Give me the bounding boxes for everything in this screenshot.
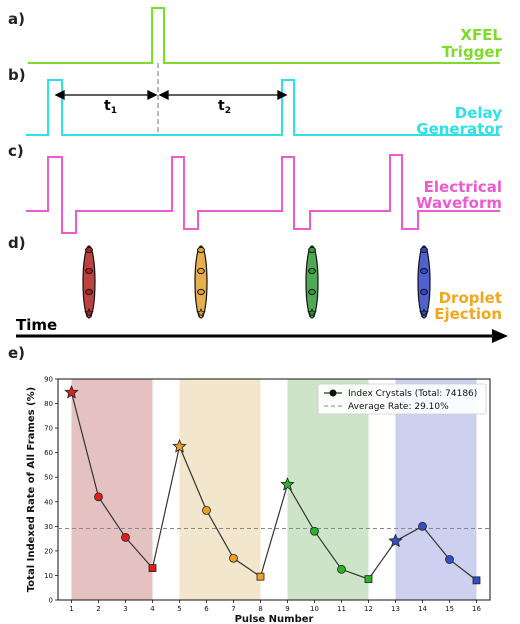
x-tick-label: 11 (337, 605, 346, 613)
xfel-label-line2: Trigger (442, 43, 503, 61)
data-point (94, 492, 103, 502)
band-4 (395, 379, 477, 600)
t1-arrow (54, 89, 158, 101)
electrical-label-line2: Waveform (416, 194, 502, 212)
droplet-group (82, 245, 431, 319)
t2-label: t2 (218, 98, 231, 116)
data-point (229, 553, 238, 563)
delay-label-line1: Delay (455, 104, 502, 122)
plot-frame (57, 378, 491, 601)
series-line (70, 392, 477, 581)
data-point (256, 572, 265, 581)
y-tick-label: 90 (44, 376, 53, 384)
t2-arrow (158, 89, 288, 101)
data-point (310, 526, 319, 536)
data-point (172, 438, 187, 453)
droplet-3 (305, 245, 319, 319)
time-arrow (16, 329, 508, 343)
panel-b-label: b) (8, 66, 26, 84)
legend-box (317, 383, 487, 415)
data-point (445, 555, 454, 564)
y-tick-label: 10 (44, 572, 53, 580)
t1-label: t1 (104, 98, 117, 116)
data-point (64, 384, 79, 399)
data-point (148, 564, 157, 572)
data-point (388, 533, 403, 548)
time-label: Time (16, 316, 57, 334)
x-tick-label: 1 (69, 605, 73, 613)
x-tick-label: 7 (231, 605, 235, 613)
x-tick-label: 6 (204, 605, 209, 613)
y-tick-label: 60 (44, 449, 53, 457)
droplet-4 (417, 245, 431, 319)
y-axis-label: Total Indexed Rate of All Frames (%) (26, 387, 37, 592)
delay-label-line2: Generator (416, 120, 502, 138)
indexed-rate-chart: 1 2 3 4 5 6 7 8 9 10 11 12 13 14 15 1601020304050607080… (26, 376, 491, 624)
legend-series-label: Index Crystals (Total: 74186) (348, 389, 477, 399)
x-tick-label: 2 (96, 605, 100, 613)
y-tick-label: 50 (44, 474, 53, 482)
x-tick-label: 10 (310, 605, 319, 613)
x-tick-label: 4 (150, 605, 155, 613)
electrical-label-line1: Electrical (424, 178, 502, 196)
band-1 (71, 379, 153, 600)
data-point (472, 576, 481, 585)
panel-e-label: e) (8, 344, 25, 362)
legend-average-label: Average Rate: 29.10% (348, 402, 449, 412)
panel-d-label: d) (8, 234, 26, 252)
y-tick-label: 40 (44, 498, 53, 506)
panel-a-label: a) (8, 10, 25, 28)
data-point (337, 564, 346, 574)
panel-c-label: c) (8, 142, 24, 160)
data-point (121, 532, 130, 542)
legend: Index Crystals (Total: 74186) Average Rat… (317, 383, 487, 415)
x-tick-label: 3 (123, 605, 127, 613)
data-point (202, 505, 211, 515)
electrical-waveform-signal (26, 154, 500, 234)
droplet-1 (82, 245, 96, 319)
data-point (364, 575, 373, 584)
x-tick-label: 13 (391, 605, 400, 613)
y-tick-label: 20 (44, 547, 53, 555)
y-tick-label: 0 (49, 597, 53, 605)
band-2 (179, 379, 261, 600)
data-point (280, 477, 295, 491)
x-tick-label: 16 (472, 605, 481, 613)
droplet-label-line1: Droplet (439, 289, 502, 307)
y-tick-label: 70 (44, 425, 53, 433)
droplet-label-line2: Ejection (434, 305, 502, 323)
droplet-2 (194, 245, 208, 319)
y-tick-label: 30 (44, 523, 53, 531)
xfel-trigger-signal (28, 7, 500, 64)
legend-series-marker (329, 389, 337, 397)
delay-generator-signal (26, 79, 500, 136)
xfel-label-line1: XFEL (460, 26, 502, 44)
x-tick-label: 9 (285, 605, 289, 613)
x-axis-label: Pulse Number (235, 614, 314, 624)
x-tick-label: 15 (445, 605, 454, 613)
band-3 (287, 379, 369, 600)
x-tick-label: 5 (177, 605, 181, 613)
x-tick-label: 14 (418, 605, 427, 613)
data-point (418, 521, 427, 531)
x-tick-label: 8 (258, 605, 262, 613)
y-tick-label: 80 (44, 400, 53, 408)
x-tick-label: 12 (364, 605, 373, 613)
